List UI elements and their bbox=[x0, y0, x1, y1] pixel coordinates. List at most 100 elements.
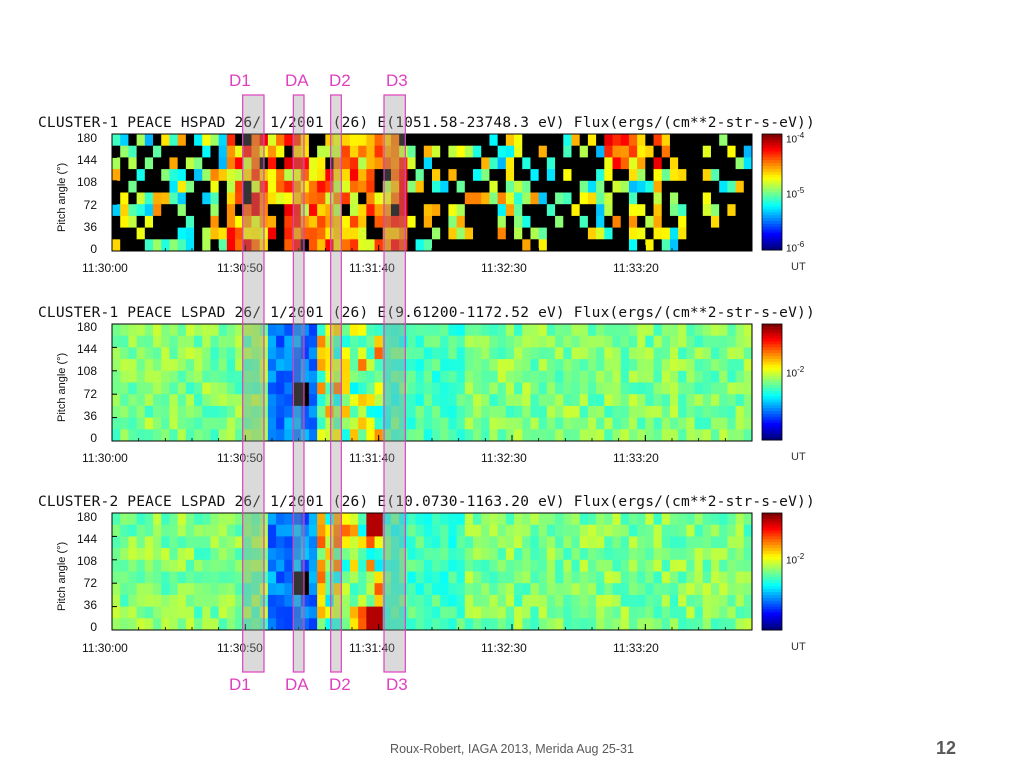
spectrogram-cell bbox=[448, 145, 458, 158]
spectrogram-cell bbox=[177, 524, 187, 537]
spectrogram-cell bbox=[645, 382, 654, 395]
spectrogram-cell bbox=[341, 417, 351, 430]
spectrogram-cell bbox=[267, 169, 277, 182]
spectrogram-cell bbox=[464, 524, 474, 537]
spectrogram-cell bbox=[538, 594, 548, 607]
spectrogram-cell bbox=[456, 394, 466, 407]
spectrogram-cell bbox=[161, 606, 170, 619]
spectrogram-cell bbox=[341, 513, 351, 526]
spectrogram-cell bbox=[530, 536, 540, 549]
spectrogram-cell bbox=[628, 583, 638, 596]
spectrogram-cell bbox=[341, 134, 351, 147]
spectrogram-cell bbox=[349, 405, 359, 418]
spectrogram-cell bbox=[555, 204, 564, 217]
panel-3-ytick: 144 bbox=[76, 532, 97, 546]
spectrogram-cell bbox=[308, 227, 318, 240]
spectrogram-cell bbox=[153, 239, 162, 252]
spectrogram-cell bbox=[456, 347, 466, 360]
spectrogram-cell bbox=[185, 335, 195, 348]
colorbar-segment bbox=[762, 206, 782, 210]
spectrogram-cell bbox=[382, 559, 392, 572]
spectrogram-cell bbox=[366, 359, 375, 372]
spectrogram-cell bbox=[153, 169, 162, 182]
spectrogram-cell bbox=[596, 157, 605, 170]
spectrogram-cell bbox=[579, 145, 589, 158]
spectrogram-cell bbox=[325, 524, 334, 537]
spectrogram-cell bbox=[308, 594, 318, 607]
spectrogram-cell bbox=[637, 169, 646, 182]
spectrogram-cell bbox=[366, 382, 375, 395]
spectrogram-cell bbox=[464, 239, 474, 252]
spectrogram-cell bbox=[546, 134, 556, 147]
spectrogram-cell bbox=[505, 134, 515, 147]
spectrogram-cell bbox=[473, 324, 482, 337]
spectrogram-cell bbox=[440, 324, 449, 337]
spectrogram-cell bbox=[604, 145, 613, 158]
spectrogram-cell bbox=[653, 347, 663, 360]
spectrogram-cell bbox=[661, 394, 671, 407]
spectrogram-cell bbox=[235, 180, 244, 193]
spectrogram-cell bbox=[637, 559, 646, 572]
spectrogram-cell bbox=[727, 180, 736, 193]
spectrogram-cell bbox=[243, 169, 252, 182]
spectrogram-cell bbox=[226, 145, 236, 158]
spectrogram-cell bbox=[686, 192, 695, 205]
spectrogram-cell bbox=[292, 192, 302, 205]
spectrogram-cell bbox=[579, 524, 589, 537]
spectrogram-cell bbox=[407, 204, 416, 217]
spectrogram-cell bbox=[456, 417, 466, 430]
spectrogram-cell bbox=[226, 335, 236, 348]
spectrogram-cell bbox=[399, 536, 408, 549]
spectrogram-cell bbox=[678, 370, 687, 383]
spectrogram-cell bbox=[579, 405, 589, 418]
spectrogram-cell bbox=[169, 524, 179, 537]
spectrogram-cell bbox=[694, 548, 704, 561]
spectrogram-cell bbox=[169, 536, 179, 549]
spectrogram-cell bbox=[563, 559, 572, 572]
spectrogram-cell bbox=[579, 559, 589, 572]
spectrogram-cell bbox=[489, 180, 499, 193]
colorbar-segment bbox=[762, 390, 782, 395]
spectrogram-cell bbox=[587, 429, 597, 442]
spectrogram-cell bbox=[358, 169, 367, 182]
spectrogram-cell bbox=[128, 571, 138, 584]
spectrogram-cell bbox=[112, 524, 121, 537]
spectrogram-cell bbox=[374, 145, 384, 158]
spectrogram-cell bbox=[637, 394, 646, 407]
colorbar-segment bbox=[762, 134, 782, 138]
spectrogram-cell bbox=[341, 180, 351, 193]
spectrogram-cell bbox=[719, 417, 728, 430]
spectrogram-cell bbox=[489, 204, 499, 217]
spectrogram-cell bbox=[432, 180, 441, 193]
spectrogram-cell bbox=[317, 429, 326, 442]
colorbar-segment bbox=[762, 338, 782, 342]
spectrogram-cell bbox=[489, 536, 499, 549]
spectrogram-cell bbox=[456, 145, 466, 158]
spectrogram-cell bbox=[128, 324, 138, 337]
colorbar-segment bbox=[762, 373, 782, 377]
spectrogram-cell bbox=[112, 204, 121, 217]
spectrogram-cell bbox=[645, 594, 654, 607]
spectrogram-cell bbox=[308, 157, 318, 170]
event-band-d3 bbox=[383, 94, 406, 673]
spectrogram-cell bbox=[489, 429, 499, 442]
spectrogram-cell bbox=[284, 204, 293, 217]
spectrogram-cell bbox=[423, 618, 433, 631]
colorbar-segment bbox=[762, 232, 782, 236]
panel-3-xtick: 11:31:40 bbox=[349, 641, 395, 655]
panel-2-ytick: 72 bbox=[83, 387, 97, 401]
spectrogram-cell bbox=[407, 536, 416, 549]
spectrogram-cell bbox=[473, 548, 482, 561]
spectrogram-cell bbox=[587, 180, 597, 193]
spectrogram-cell bbox=[743, 571, 753, 584]
colorbar-segment bbox=[762, 618, 782, 622]
spectrogram-cell bbox=[292, 524, 302, 537]
spectrogram-cell bbox=[325, 157, 334, 170]
spectrogram-cell bbox=[235, 324, 244, 337]
spectrogram-cell bbox=[481, 429, 490, 442]
spectrogram-cell bbox=[555, 215, 564, 228]
spectrogram-cell bbox=[251, 227, 261, 240]
colorbar-segment bbox=[762, 221, 782, 225]
spectrogram-cell bbox=[374, 134, 384, 147]
spectrogram-cell bbox=[481, 382, 490, 395]
